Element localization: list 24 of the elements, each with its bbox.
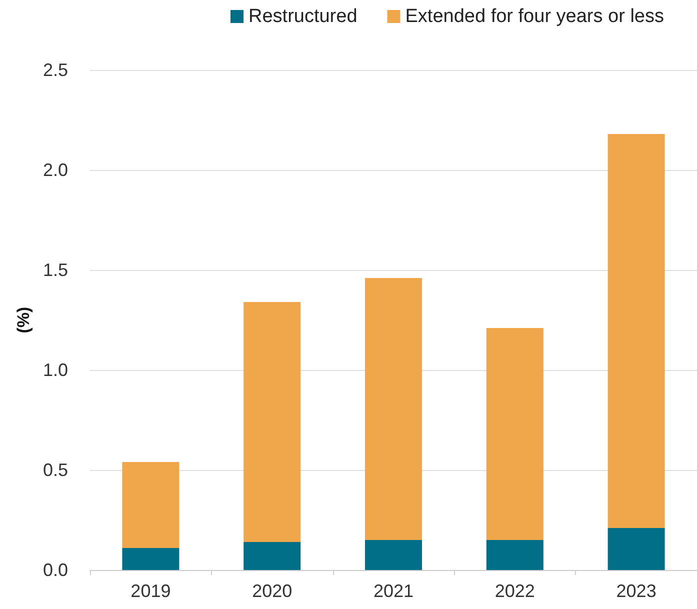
bar: [122, 548, 180, 570]
bar: [244, 302, 301, 542]
bar: [608, 134, 665, 528]
legend-label: Extended for four years or less: [405, 6, 664, 27]
y-tick-label: 0.0: [42, 560, 68, 580]
bar: [122, 462, 180, 548]
bar: [608, 528, 665, 570]
x-tick-label: 2022: [494, 581, 535, 601]
bar: [486, 540, 544, 570]
x-tick-label: 2023: [616, 581, 656, 601]
y-axis-title: (%): [14, 306, 33, 334]
bar: [365, 540, 422, 570]
x-tick-label: 2020: [252, 581, 292, 601]
bar: [365, 278, 422, 540]
bar: [486, 328, 544, 540]
x-tick-label: 2019: [130, 581, 171, 601]
y-tick-label: 1.0: [42, 360, 68, 380]
y-tick-label: 2.5: [42, 60, 68, 80]
y-tick-label: 0.5: [42, 460, 68, 480]
y-tick-label: 2.0: [42, 160, 68, 180]
y-tick-label: 1.5: [42, 260, 68, 280]
x-tick-label: 2021: [373, 581, 414, 601]
legend-label: Restructured: [248, 6, 358, 27]
bar: [244, 542, 301, 570]
